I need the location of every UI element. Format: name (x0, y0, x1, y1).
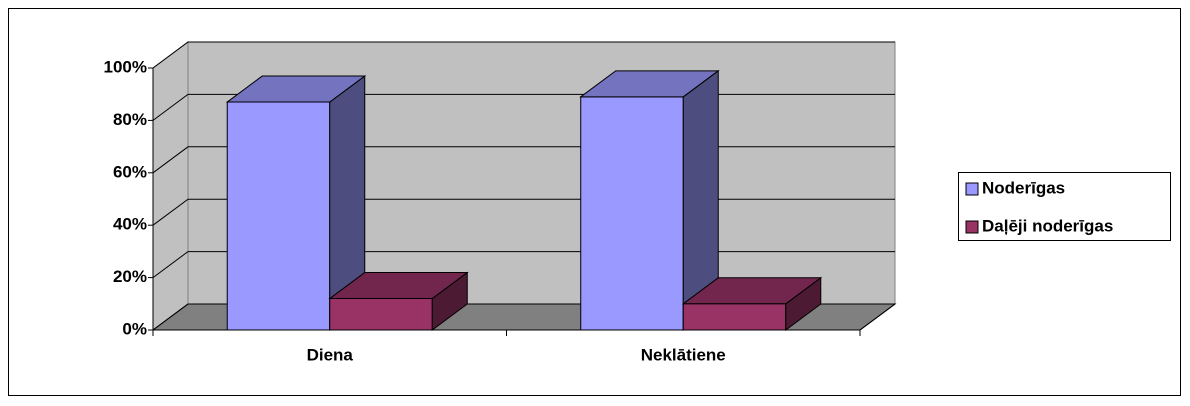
side-wall (152, 41, 189, 331)
legend-box (958, 172, 1171, 241)
bar (681, 276, 823, 331)
bar-front (329, 298, 433, 331)
bar (225, 75, 367, 331)
legend-swatch (965, 220, 979, 234)
y-tick-label: 80% (113, 110, 147, 129)
y-tick-label: 20% (113, 267, 147, 286)
bar-front (580, 96, 684, 331)
grid-line (152, 41, 895, 69)
floor-edge (859, 303, 896, 331)
x-tick-label: Neklātiene (641, 345, 726, 364)
bar-top (681, 277, 823, 305)
bar-top (328, 272, 469, 300)
bar (579, 69, 720, 331)
bar (328, 271, 469, 331)
y-tick-label: 60% (113, 162, 147, 181)
bar-top (579, 70, 720, 98)
x-tick-label: Diena (307, 345, 354, 364)
legend-label: Noderīgas (982, 178, 1065, 197)
bar-front (682, 303, 787, 331)
legend-swatch (965, 182, 979, 196)
y-tick-label: 0% (122, 319, 147, 338)
y-tick-label: 40% (113, 215, 147, 234)
legend-label: Daļēji noderīgas (982, 216, 1113, 235)
y-tick-label: 100% (104, 57, 147, 76)
bar-front (226, 101, 331, 331)
bar-top (225, 75, 367, 103)
